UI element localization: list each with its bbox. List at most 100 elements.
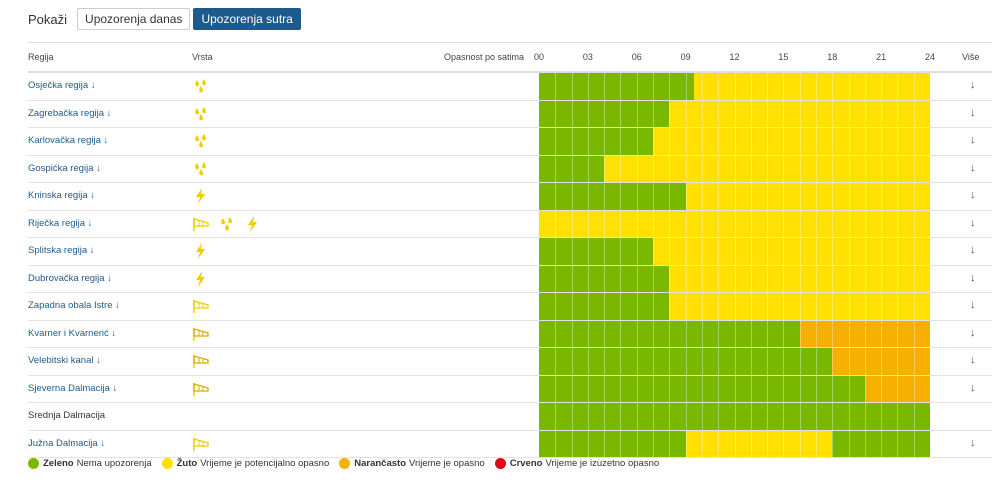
hour-gridline bbox=[669, 293, 671, 320]
region-name[interactable]: Osječka regija ↓ bbox=[28, 80, 96, 91]
hour-gridline bbox=[750, 265, 752, 292]
hour-gridline bbox=[897, 320, 899, 347]
hour-gridline bbox=[636, 238, 638, 265]
hour-gridline bbox=[897, 100, 899, 127]
more-details-button[interactable]: ↓ bbox=[970, 354, 976, 366]
hour-gridline bbox=[734, 183, 736, 210]
warning-types bbox=[192, 215, 262, 232]
hour-gridline bbox=[555, 100, 557, 127]
more-details-button[interactable]: ↓ bbox=[970, 381, 976, 394]
hour-gridline bbox=[750, 293, 752, 320]
hour-gridline bbox=[783, 238, 785, 265]
table-row: Sjeverna Dalmacija ↓ ↓ bbox=[28, 375, 992, 403]
hour-gridline bbox=[799, 430, 801, 457]
hour-gridline bbox=[571, 320, 573, 347]
hour-gridline bbox=[587, 320, 589, 347]
rain-icon bbox=[195, 79, 206, 93]
region-name[interactable]: Sjeverna Dalmacija ↓ bbox=[28, 383, 117, 394]
region-name[interactable]: Dubrovačka regija ↓ bbox=[28, 273, 112, 284]
more-details-button[interactable]: ↓ bbox=[970, 271, 976, 284]
hour-gridline bbox=[555, 320, 557, 347]
hour-gridline bbox=[620, 430, 622, 457]
region-name[interactable]: Južna Dalmacija ↓ bbox=[28, 438, 105, 449]
hour-gridline bbox=[799, 128, 801, 155]
hour-gridline bbox=[832, 403, 834, 430]
windsock-icon bbox=[193, 355, 209, 368]
more-details-button[interactable]: ↓ bbox=[970, 79, 976, 91]
hour-gridline bbox=[832, 238, 834, 265]
hour-gridline bbox=[864, 293, 866, 320]
hour-gridline bbox=[799, 375, 801, 402]
hour-gridline bbox=[669, 100, 671, 127]
header-type: Vrsta bbox=[192, 52, 213, 62]
hour-gridline bbox=[783, 73, 785, 100]
hour-gridline bbox=[750, 375, 752, 402]
danger-segment-yellow bbox=[539, 210, 930, 237]
region-name[interactable]: Zagrebačka regija ↓ bbox=[28, 108, 111, 119]
table-header: Regija Vrsta Opasnost po satima 00 03 06 09… bbox=[28, 42, 992, 73]
hourly-danger-bar bbox=[539, 375, 930, 402]
hour-gridline bbox=[701, 265, 703, 292]
danger-segment-green bbox=[539, 183, 686, 210]
region-name[interactable]: Karlovačka regija ↓ bbox=[28, 135, 108, 146]
hour-gridline bbox=[620, 183, 622, 210]
region-name[interactable]: Zapadna obala Istre ↓ bbox=[28, 300, 120, 311]
more-details-button[interactable]: ↓ bbox=[970, 161, 976, 174]
hour-gridline bbox=[767, 73, 769, 100]
hour-gridline bbox=[718, 403, 720, 430]
danger-segment-green bbox=[539, 128, 654, 155]
hour-gridline bbox=[815, 403, 817, 430]
hour-gridline bbox=[913, 100, 915, 127]
region-name[interactable]: Velebitski kanal ↓ bbox=[28, 355, 101, 366]
hour-gridline bbox=[864, 155, 866, 182]
more-details-button[interactable]: ↓ bbox=[970, 326, 976, 339]
region-name[interactable]: Gospićka regija ↓ bbox=[28, 163, 101, 174]
hour-gridline bbox=[832, 293, 834, 320]
more-details-button[interactable]: ↓ bbox=[970, 436, 976, 449]
hour-gridline bbox=[620, 293, 622, 320]
hour-gridline bbox=[653, 265, 655, 292]
warning-types bbox=[192, 106, 210, 122]
hourly-danger-bar bbox=[539, 155, 930, 182]
hour-gridline bbox=[571, 403, 573, 430]
more-details-button[interactable]: ↓ bbox=[970, 244, 976, 256]
hour-gridline bbox=[587, 403, 589, 430]
more-details-button[interactable]: ↓ bbox=[970, 106, 976, 119]
more-details-button[interactable]: ↓ bbox=[970, 216, 976, 229]
hour-gridline bbox=[750, 100, 752, 127]
hour-gridline bbox=[587, 183, 589, 210]
hour-gridline bbox=[604, 100, 606, 127]
hour-gridline bbox=[815, 265, 817, 292]
more-details-button[interactable]: ↓ bbox=[970, 299, 976, 311]
more-details-button[interactable]: ↓ bbox=[970, 189, 976, 201]
hour-gridline bbox=[587, 73, 589, 100]
hour-gridline bbox=[669, 348, 671, 375]
hour-gridline bbox=[571, 155, 573, 182]
hour-gridline bbox=[571, 265, 573, 292]
danger-segment-yellow bbox=[604, 155, 930, 182]
region-name[interactable]: Riječka regija ↓ bbox=[28, 218, 92, 229]
hour-gridline bbox=[718, 430, 720, 457]
hour-gridline bbox=[620, 265, 622, 292]
hour-gridline bbox=[815, 100, 817, 127]
hour-gridline bbox=[669, 238, 671, 265]
hour-gridline bbox=[734, 238, 736, 265]
legend-dot-icon bbox=[161, 458, 173, 469]
header-more: Više bbox=[962, 52, 980, 62]
hour-gridline bbox=[913, 73, 915, 100]
tab-warnings-today[interactable]: Upozorenja danas bbox=[77, 8, 191, 30]
arrow-down-icon: ↓ bbox=[87, 190, 96, 201]
hour-gridline bbox=[864, 210, 866, 237]
lightning-icon bbox=[196, 243, 205, 259]
hour-gridline bbox=[767, 348, 769, 375]
hour-gridline bbox=[653, 210, 655, 237]
arrow-down-icon: ↓ bbox=[109, 382, 118, 394]
region-name[interactable]: Kvarner i Kvarnerić ↓ bbox=[28, 328, 116, 339]
hour-gridline bbox=[734, 348, 736, 375]
hour-gridline bbox=[636, 320, 638, 347]
tab-warnings-tomorrow[interactable]: Upozorenja sutra bbox=[193, 8, 301, 30]
region-name[interactable]: Kninska regija ↓ bbox=[28, 190, 95, 201]
region-name[interactable]: Splitska regija ↓ bbox=[28, 245, 95, 256]
more-details-button[interactable]: ↓ bbox=[970, 134, 976, 146]
hour-label: 09 bbox=[680, 52, 691, 62]
